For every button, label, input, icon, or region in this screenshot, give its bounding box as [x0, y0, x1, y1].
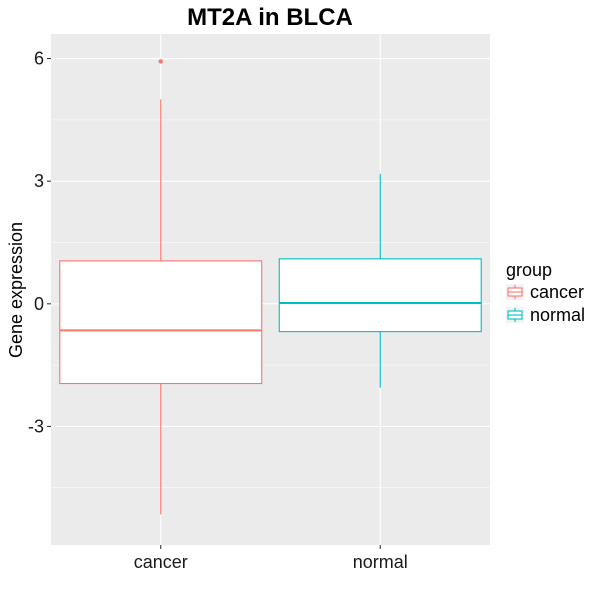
box-iqr	[59, 260, 263, 385]
x-tick-label: cancer	[134, 552, 188, 572]
legend: group cancer normal	[506, 260, 585, 325]
box-iqr	[278, 258, 482, 333]
legend-item-normal: normal	[506, 305, 585, 325]
y-tick-label: 6	[34, 49, 44, 69]
box-normal	[278, 173, 482, 388]
boxes	[59, 59, 482, 515]
y-tick-label: 3	[34, 171, 44, 191]
box-cancer	[59, 59, 263, 515]
x-tick-label: normal	[353, 552, 408, 572]
legend-label: normal	[530, 305, 585, 325]
y-tick-label: 0	[34, 294, 44, 314]
x-axis: cancer normal	[134, 545, 408, 572]
chart-title: MT2A in BLCA	[187, 4, 353, 31]
legend-title: group	[506, 260, 552, 280]
y-axis-title: Gene expression	[6, 222, 26, 358]
y-axis: -3 0 3 6	[28, 49, 51, 436]
legend-item-cancer: cancer	[506, 282, 584, 302]
outlier-point	[158, 59, 163, 64]
y-tick-label: -3	[28, 416, 44, 436]
legend-label: cancer	[530, 282, 584, 302]
